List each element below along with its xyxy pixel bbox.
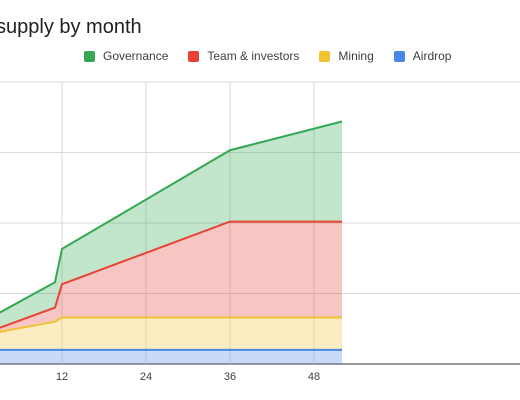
legend-swatch-airdrop	[393, 50, 405, 62]
series-lines	[0, 120, 343, 351]
x-axis: 12 24 36 48	[56, 371, 320, 383]
x-tick-label: 12	[56, 371, 68, 383]
area-team[interactable]	[0, 221, 342, 336]
area-mining[interactable]	[0, 317, 342, 350]
area-airdrop[interactable]	[0, 349, 342, 364]
legend-item-airdrop[interactable]: Airdrop	[393, 49, 452, 63]
chart-title: supply by month	[0, 16, 142, 38]
legend: Governance Team & investors Mining Airdr…	[84, 49, 471, 63]
line-team[interactable]	[0, 220, 342, 336]
line-mining[interactable]	[0, 316, 342, 335]
legend-swatch-mining	[319, 50, 331, 62]
x-tick-label: 24	[140, 371, 152, 383]
legend-label-team: Team & investors	[207, 49, 300, 63]
legend-swatch-governance	[84, 50, 95, 62]
x-tick-label: 36	[224, 371, 236, 383]
legend-swatch-team	[188, 50, 200, 62]
legend-item-mining[interactable]: Mining	[319, 49, 374, 63]
legend-label-airdrop: Airdrop	[412, 49, 452, 63]
line-governance[interactable]	[0, 120, 343, 324]
area-governance[interactable]	[0, 121, 342, 335]
legend-item-governance[interactable]: Governance	[84, 49, 168, 63]
x-tick-label: 48	[308, 371, 320, 383]
legend-item-team[interactable]: Team & investors	[188, 49, 299, 63]
legend-label-governance: Governance	[103, 49, 169, 63]
areas	[0, 121, 342, 364]
legend-label-mining: Mining	[338, 49, 374, 63]
